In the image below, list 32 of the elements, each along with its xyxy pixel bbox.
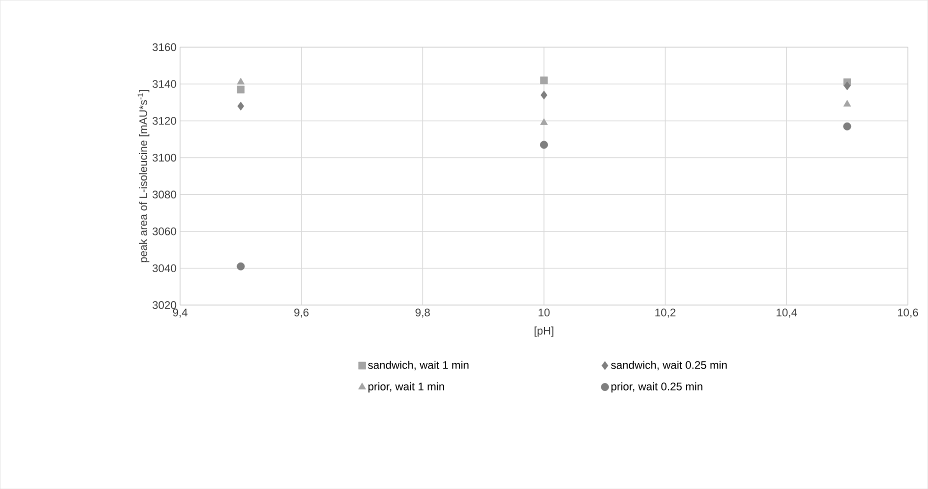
x-tick-label: 9,4 [173, 308, 188, 318]
x-tick-label: 10,6 [898, 308, 918, 318]
x-tick-label: 9,8 [416, 308, 430, 318]
y-tick-label: 3120 [152, 116, 176, 125]
legend-label: sandwich, wait 1 min [368, 360, 468, 370]
point [236, 78, 245, 84]
legend-label: prior, wait 1 min [368, 382, 444, 392]
x-tick-label: 9,6 [294, 308, 309, 318]
x-axis-title: [pH] [534, 326, 554, 337]
point [843, 122, 852, 130]
legend-label: prior, wait 0.25 min [611, 382, 702, 392]
y-tick-label: 3100 [152, 154, 176, 162]
point [540, 140, 548, 149]
point [540, 90, 548, 100]
x-tick-label: 10,2 [655, 308, 676, 318]
point [540, 118, 548, 125]
y-tick-label: 3160 [152, 43, 176, 51]
point [236, 262, 245, 270]
y-tick-label: 3140 [152, 80, 176, 88]
x-tick-label: 10,4 [776, 308, 797, 318]
point [843, 100, 852, 106]
point [237, 102, 244, 110]
y-tick-label: 3080 [152, 190, 176, 198]
y-tick-label: 3020 [152, 301, 176, 309]
legend-label: sandwich, wait 0.25 min [611, 360, 727, 370]
point [236, 86, 245, 94]
y-tick-label: 3040 [152, 264, 176, 272]
point [844, 81, 851, 90]
y-axis-title: peak area of L-isoleucine [mAU*s$^{-1}$] [138, 90, 150, 262]
x-tick-label: 10 [538, 308, 550, 316]
point [540, 76, 548, 84]
y-tick-label: 3060 [152, 227, 176, 236]
